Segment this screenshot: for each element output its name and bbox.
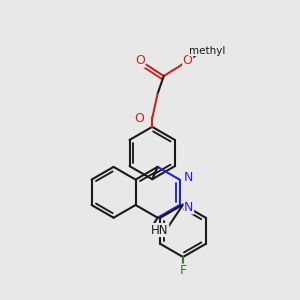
Text: methyl: methyl [189, 46, 225, 56]
Text: HN: HN [151, 224, 169, 236]
Text: N: N [184, 201, 194, 214]
Text: N: N [184, 171, 194, 184]
Text: O: O [135, 112, 145, 125]
Text: O: O [135, 54, 145, 67]
Text: O: O [183, 54, 193, 67]
Text: F: F [179, 264, 187, 277]
